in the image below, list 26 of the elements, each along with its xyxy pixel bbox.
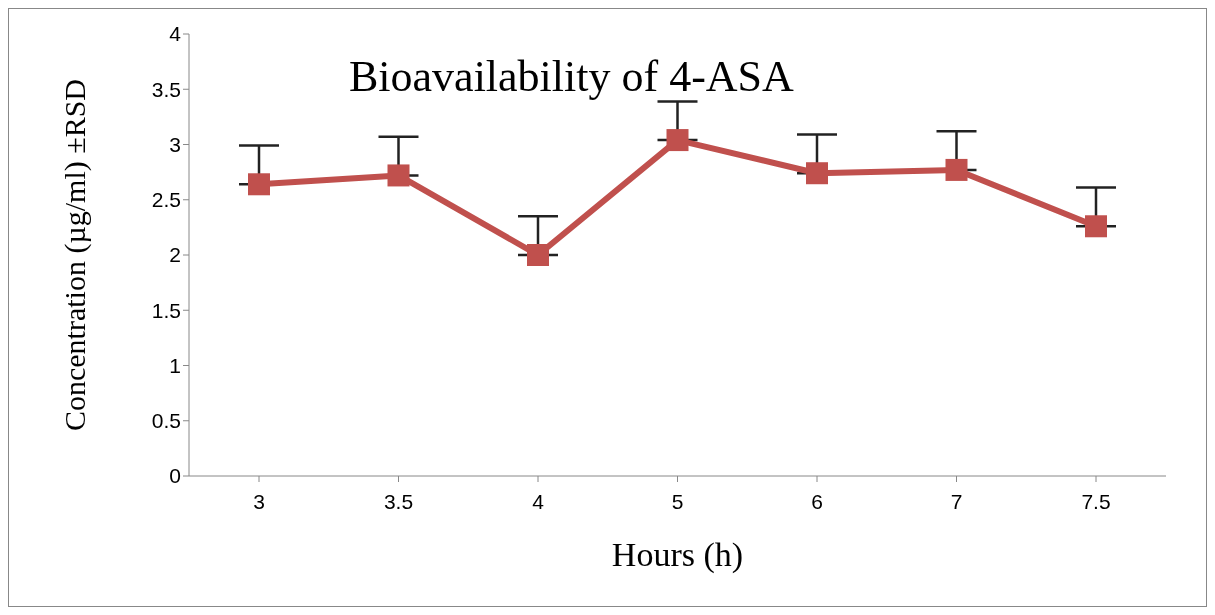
point (248, 173, 270, 196)
y-tick-label: 3.5 (151, 77, 181, 101)
x-axis-title: Hours (h) (611, 536, 744, 574)
x-tick-label: 6 (811, 489, 823, 513)
x-tick-label: 7.5 (1081, 489, 1111, 513)
point (1085, 215, 1107, 238)
y-tick-label: 0 (169, 464, 181, 488)
y-tick-label: 0.5 (151, 409, 181, 433)
y-tick-label: 2 (169, 243, 181, 267)
y-tick-label: 1 (169, 353, 181, 377)
x-tick-label: 5 (671, 489, 684, 513)
y-tick-label: 4 (169, 22, 182, 46)
x-tick-label: 3 (253, 489, 265, 513)
x-tick-label: 7 (950, 489, 963, 513)
y-tick-label: 2.5 (151, 188, 181, 212)
point (387, 164, 410, 187)
x-tick-label: 4 (532, 489, 545, 513)
point (666, 129, 689, 152)
point (806, 162, 828, 185)
point (945, 158, 968, 181)
chart-title: Bioavailability of 4-ASA (349, 51, 794, 102)
point (527, 244, 549, 266)
y-tick-label: 1.5 (151, 298, 181, 322)
x-tick-label: 3.5 (383, 489, 414, 513)
y-tick-label: 3 (169, 132, 181, 156)
y-axis-title: Concentration (µg/ml) ±RSD (57, 78, 92, 432)
